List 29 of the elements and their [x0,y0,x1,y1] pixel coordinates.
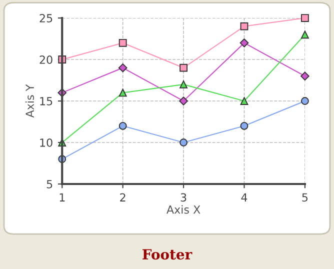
point [300,72,310,81]
x-tick-label: 3 [180,193,186,202]
x-tick-label: 2 [120,193,126,202]
y-axis-title: Axis Y [25,84,34,118]
point [240,22,248,30]
point [180,80,188,88]
y-tick-label: 5 [46,180,52,188]
x-axis-title: Axis X [166,205,200,214]
point [118,88,127,97]
x-tick-label: 5 [302,193,308,202]
point [118,38,127,47]
y-tick-label: 20 [40,55,52,64]
point [240,38,249,48]
point [180,138,188,146]
point [179,96,188,106]
point [240,122,248,130]
y-tick-label: 10 [40,138,52,147]
point [180,64,188,72]
y-tick-label: 15 [40,97,52,106]
point [240,97,248,105]
y-tick-label: 25 [40,14,52,22]
x-tick-label: 1 [60,193,65,202]
text: Footer [142,249,192,260]
point [300,30,309,39]
point [118,122,127,130]
point [300,14,309,22]
point [300,97,309,105]
point [118,63,128,72]
x-tick-label: 4 [241,193,248,202]
